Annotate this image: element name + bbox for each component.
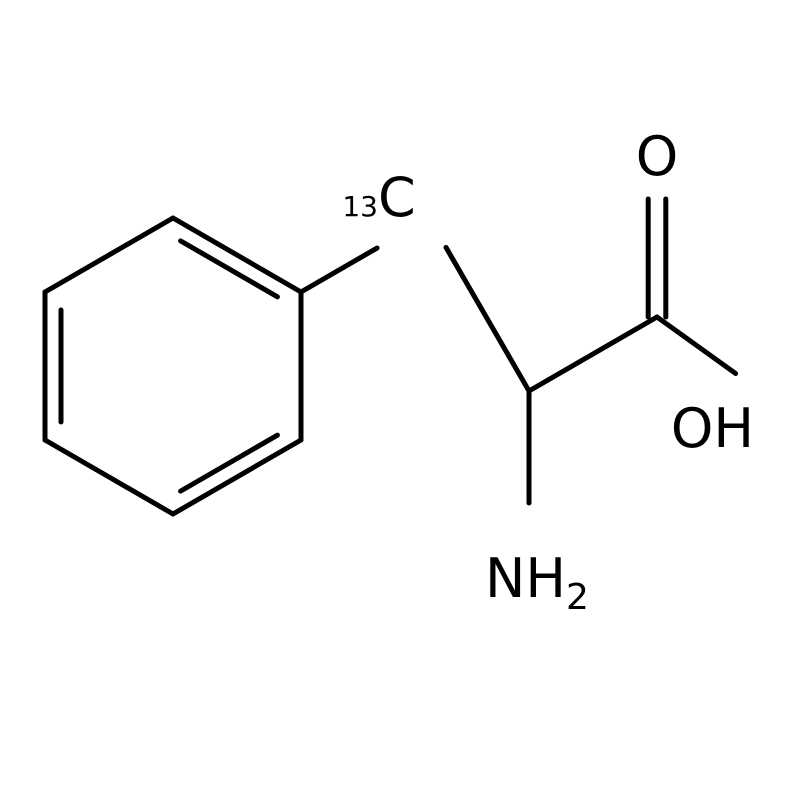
molecule-diagram: 13C O OH NH2 xyxy=(0,0,800,800)
bond-double-outer xyxy=(173,218,301,292)
bond-single xyxy=(529,317,657,391)
atom-label: 13C xyxy=(342,166,415,229)
bond-single xyxy=(446,247,529,391)
atom-label: NH2 xyxy=(485,547,589,618)
bond-single xyxy=(45,440,173,514)
bond-single xyxy=(45,218,173,292)
bond-double-outer xyxy=(173,440,301,514)
bond-single xyxy=(657,317,736,373)
atom-label: OH xyxy=(671,397,754,460)
bond-single xyxy=(301,248,377,292)
atom-label: O xyxy=(636,125,679,188)
